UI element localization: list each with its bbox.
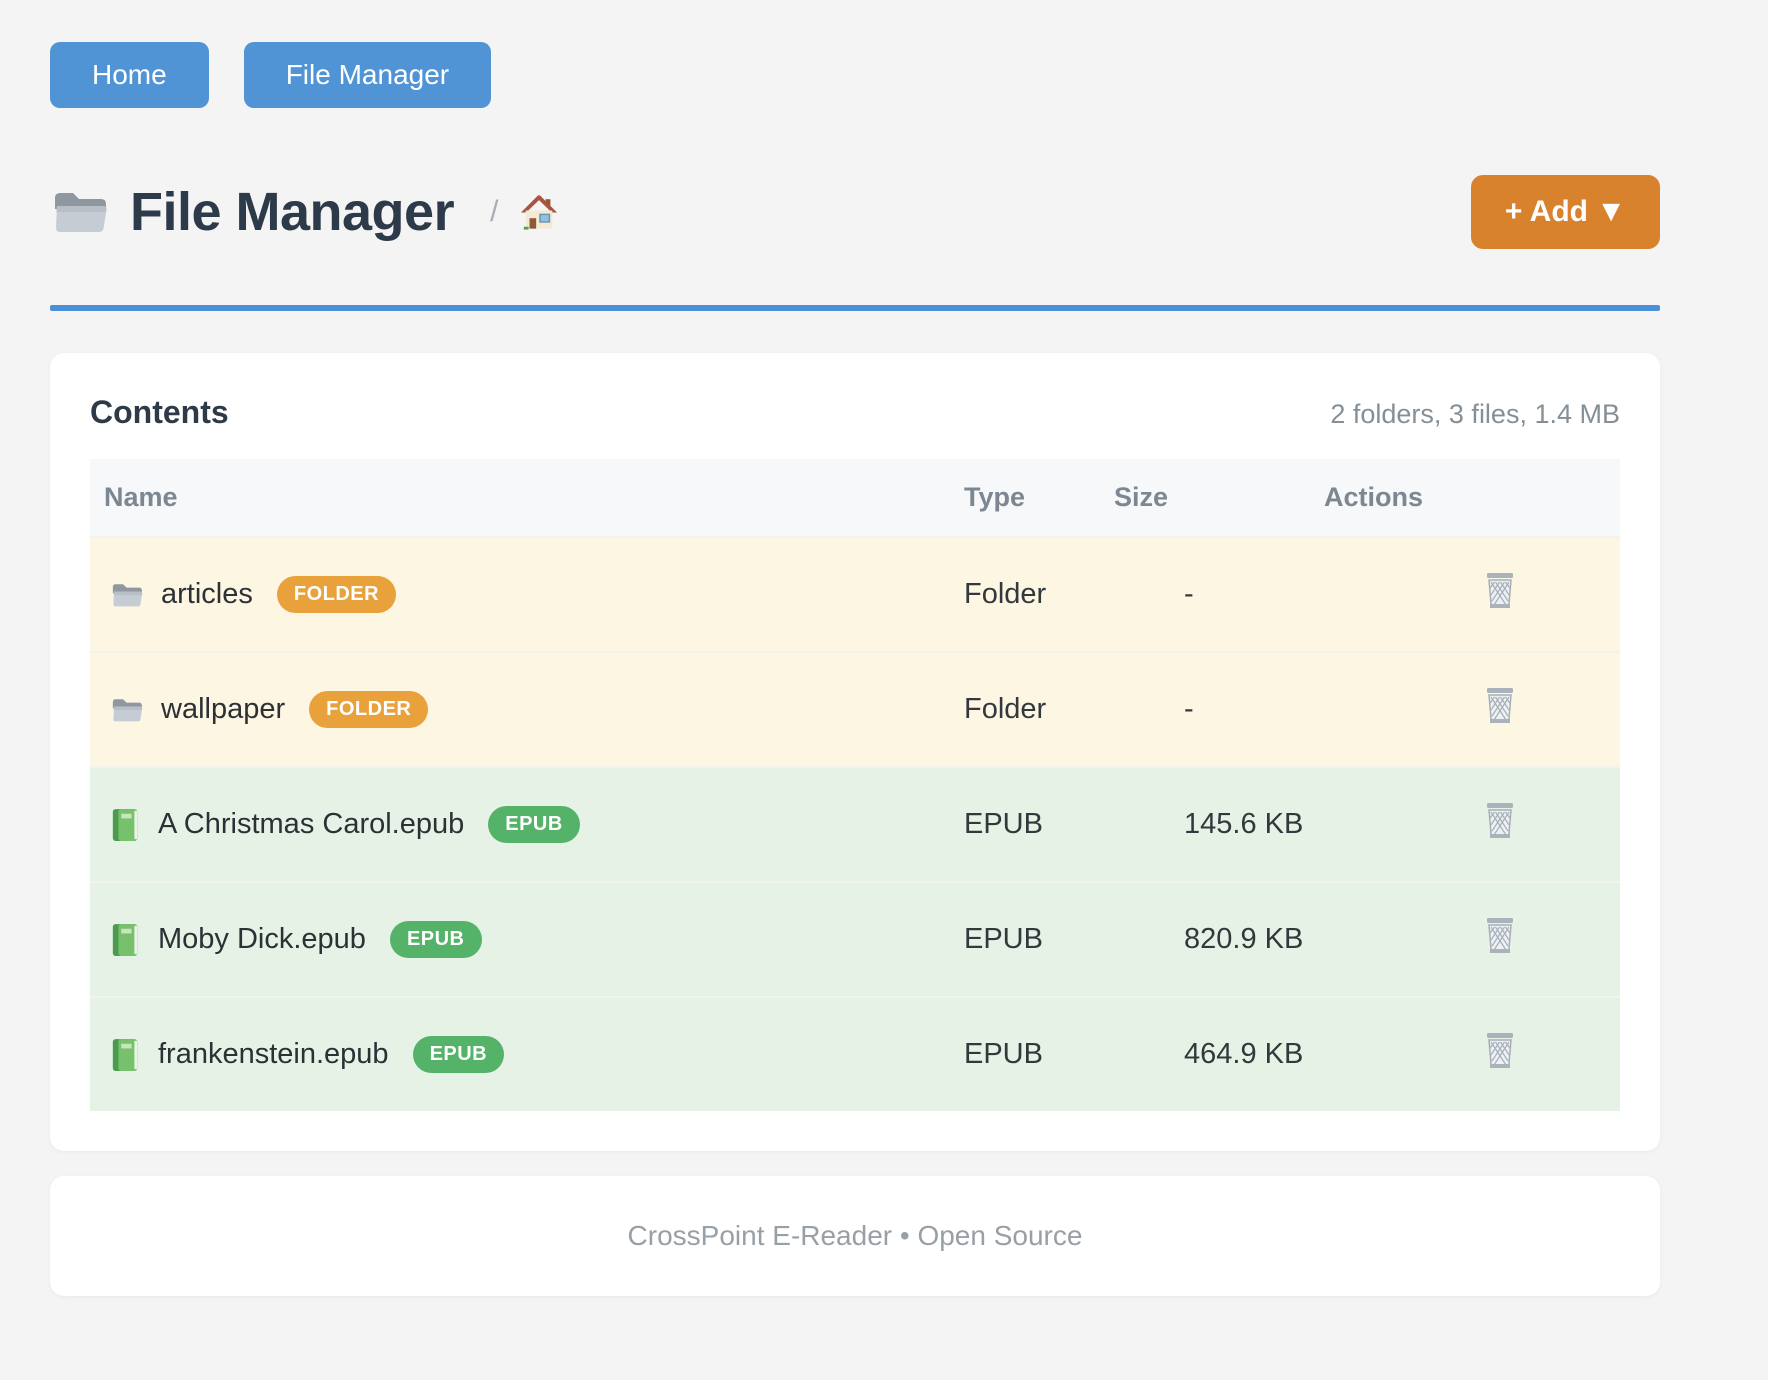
file-type: EPUB — [964, 1038, 1043, 1071]
trash-icon[interactable] — [1482, 1031, 1518, 1071]
file-type: EPUB — [964, 923, 1043, 956]
folder-icon — [110, 581, 143, 609]
file-table: Name Type Size Actions articles — [90, 459, 1620, 1112]
book-icon — [110, 808, 140, 842]
book-icon — [110, 1038, 140, 1072]
page: Home File Manager File Manager / — [50, 0, 1660, 1297]
column-header-name: Name — [104, 482, 178, 513]
file-type: Folder — [964, 693, 1047, 726]
footer-text: CrossPoint E-Reader • Open Source — [627, 1220, 1083, 1252]
folder-badge: FOLDER — [309, 691, 429, 729]
column-header-actions: Actions — [1324, 482, 1424, 513]
nav-file-manager-button[interactable]: File Manager — [243, 42, 492, 108]
card-header: Contents 2 folders, 3 files, 1.4 MB — [90, 393, 1620, 431]
file-size: 464.9 KB — [1184, 1038, 1304, 1071]
file-size: 820.9 KB — [1184, 923, 1304, 956]
trash-icon[interactable] — [1482, 571, 1518, 611]
folder-badge: FOLDER — [276, 576, 397, 614]
table-row[interactable]: wallpaper FOLDER Folder - — [90, 651, 1620, 767]
add-button[interactable]: + Add ▼ — [1470, 175, 1660, 249]
page-header: File Manager / + Add ▼ — [50, 175, 1660, 249]
title-group: File Manager / — [50, 181, 558, 243]
epub-badge: EPUB — [488, 806, 580, 844]
epub-badge: EPUB — [412, 1036, 505, 1074]
file-size: 145.6 KB — [1184, 808, 1304, 841]
header-divider — [50, 305, 1660, 311]
footer: CrossPoint E-Reader • Open Source — [50, 1176, 1660, 1297]
file-type: EPUB — [964, 808, 1043, 841]
file-name[interactable]: A Christmas Carol.epub — [158, 808, 465, 841]
table-row[interactable]: articles FOLDER Folder - — [90, 536, 1620, 652]
table-row[interactable]: Moby Dick.epub EPUB EPUB 820.9 KB — [90, 881, 1620, 997]
home-icon[interactable] — [520, 194, 558, 231]
top-nav: Home File Manager — [50, 0, 1660, 108]
file-name[interactable]: articles — [161, 578, 253, 611]
table-row[interactable]: A Christmas Carol.epub EPUB EPUB 145.6 K… — [90, 766, 1620, 882]
file-name[interactable]: Moby Dick.epub — [158, 923, 366, 956]
file-size: - — [1184, 693, 1194, 726]
file-name[interactable]: frankenstein.epub — [158, 1038, 389, 1071]
folder-icon — [50, 188, 108, 236]
contents-title: Contents — [90, 394, 229, 430]
book-icon — [110, 923, 140, 957]
page-title: File Manager — [130, 182, 455, 242]
file-type: Folder — [964, 578, 1047, 611]
epub-badge: EPUB — [389, 921, 482, 959]
file-size: - — [1184, 578, 1194, 611]
column-header-type: Type — [964, 482, 1026, 513]
column-header-size: Size — [1114, 482, 1169, 513]
trash-icon[interactable] — [1482, 801, 1518, 841]
table-row[interactable]: frankenstein.epub EPUB EPUB 464.9 KB — [90, 996, 1620, 1112]
nav-home-button[interactable]: Home — [50, 42, 209, 108]
table-header-row: Name Type Size Actions — [90, 459, 1620, 537]
trash-icon[interactable] — [1482, 686, 1518, 726]
folder-icon — [110, 696, 143, 724]
file-name[interactable]: wallpaper — [161, 693, 286, 726]
contents-card: Contents 2 folders, 3 files, 1.4 MB Name… — [50, 353, 1660, 1152]
trash-icon[interactable] — [1482, 916, 1518, 956]
contents-summary: 2 folders, 3 files, 1.4 MB — [1330, 399, 1620, 429]
breadcrumb-separator: / — [490, 195, 499, 228]
